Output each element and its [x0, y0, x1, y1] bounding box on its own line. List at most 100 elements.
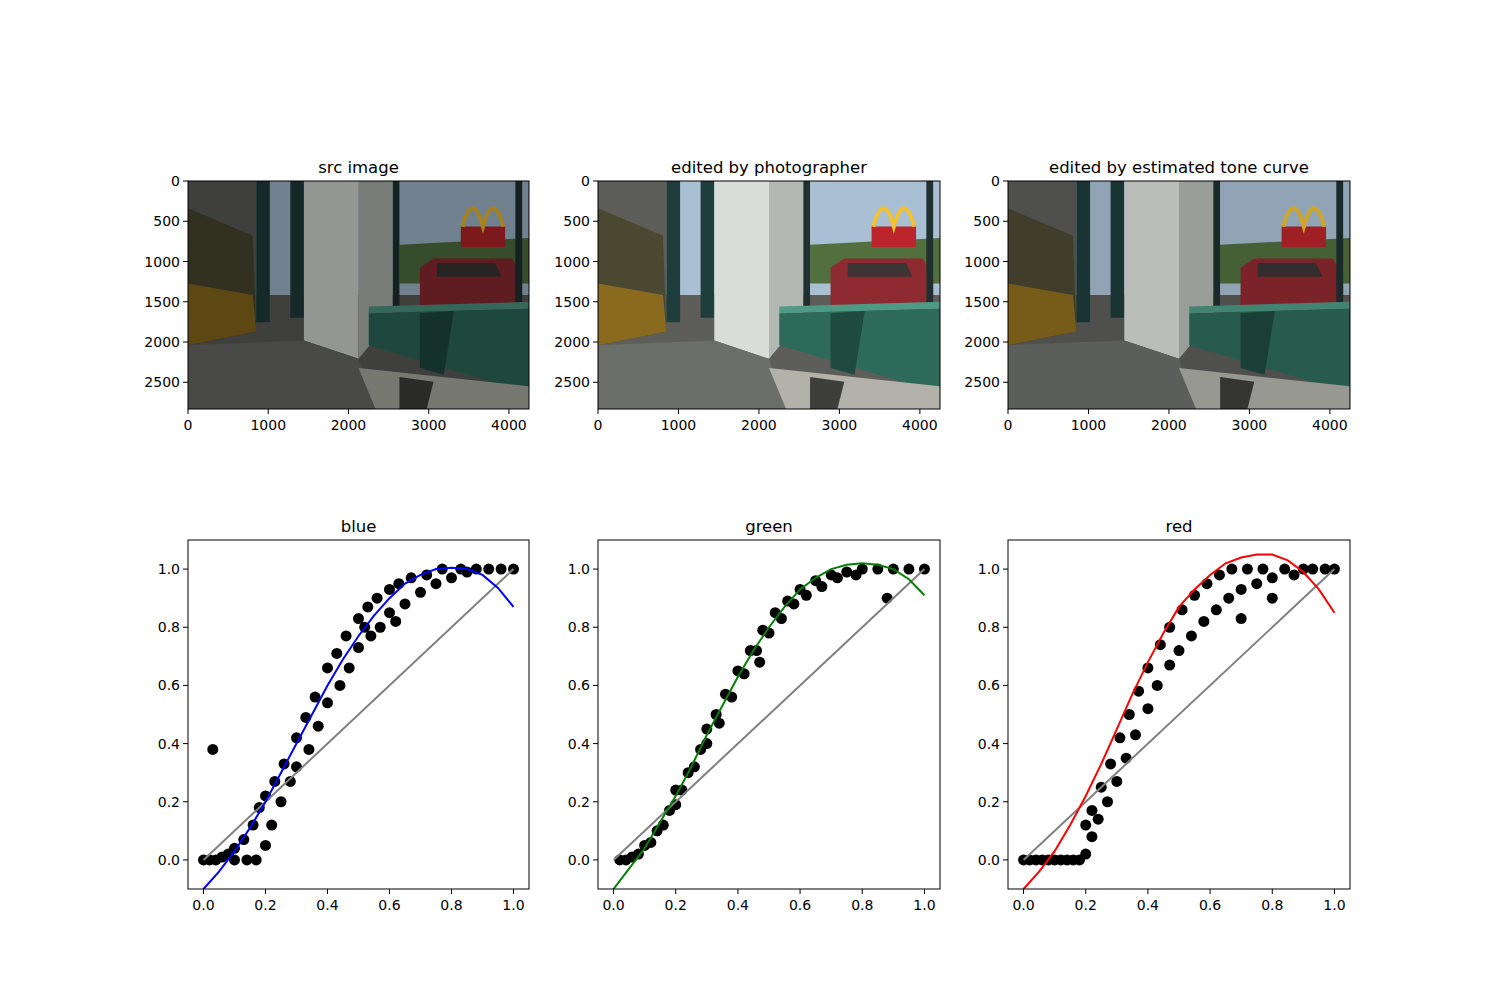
y-tick-label: 0 — [581, 173, 590, 189]
plot-area — [1008, 181, 1350, 409]
scatter-point — [1236, 613, 1247, 624]
photo-panel — [598, 208, 666, 345]
y-tick-label: 0.4 — [158, 736, 180, 752]
y-tick — [1003, 801, 1008, 802]
photo-frame — [666, 181, 680, 322]
photo-frame — [926, 181, 933, 306]
y-tick — [183, 685, 188, 686]
x-tick — [348, 409, 349, 414]
plot-area — [598, 181, 940, 409]
y-tick — [593, 627, 598, 628]
scatter-point — [832, 572, 843, 583]
x-tick — [598, 409, 599, 414]
y-tick — [593, 301, 598, 302]
scatter-point — [415, 587, 426, 598]
x-tick-label: 1000 — [250, 417, 286, 433]
scatter-point — [882, 593, 893, 604]
y-tick-label: 1.0 — [568, 561, 590, 577]
y-tick-label: 500 — [563, 213, 590, 229]
photo-exposure — [188, 181, 529, 409]
subplot-title: edited by estimated tone curve — [1049, 158, 1309, 177]
y-tick-label: 500 — [153, 213, 180, 229]
photo-shadow — [831, 311, 865, 375]
x-tick-label: 3000 — [822, 417, 858, 433]
y-tick — [183, 301, 188, 302]
axes-frame — [1008, 181, 1350, 409]
y-tick-label: 0 — [171, 173, 180, 189]
x-tick-label: 3000 — [411, 417, 447, 433]
y-tick — [593, 261, 598, 262]
scatter-point — [334, 680, 345, 691]
x-tick — [451, 889, 452, 894]
x-tick — [203, 889, 204, 894]
x-tick-label: 0.6 — [1199, 897, 1221, 913]
x-tick — [508, 409, 509, 414]
y-tick — [183, 181, 188, 182]
scatter-point — [816, 581, 827, 592]
y-tick-label: 0.6 — [978, 677, 1000, 693]
axes-frame — [598, 540, 940, 889]
y-tick-label: 0.2 — [158, 794, 180, 810]
y-tick — [593, 181, 598, 182]
y-tick-label: 0.0 — [978, 852, 1000, 868]
y-tick — [593, 801, 598, 802]
x-tick-label: 0.6 — [789, 897, 811, 913]
y-tick — [593, 221, 598, 222]
subplot-title: green — [745, 517, 793, 536]
scatter-point — [1226, 564, 1237, 575]
y-tick — [1003, 685, 1008, 686]
y-tick-label: 500 — [973, 213, 1000, 229]
scatter-point — [446, 572, 457, 583]
x-tick-label: 0.0 — [602, 897, 624, 913]
y-tick — [593, 342, 598, 343]
scatter-point — [1257, 564, 1268, 575]
figure: 0100020003000400005001000150020002500src… — [0, 0, 1500, 1000]
y-tick-label: 0.8 — [568, 619, 590, 635]
scatter-point — [1223, 593, 1234, 604]
y-tick — [593, 859, 598, 860]
subplot: 0.00.20.40.60.81.00.00.20.40.60.81.0red — [978, 517, 1350, 913]
x-tick — [675, 889, 676, 894]
y-tick-label: 1.0 — [158, 561, 180, 577]
scatter-point — [1102, 796, 1113, 807]
x-tick — [265, 889, 266, 894]
photo-pillar — [714, 181, 769, 359]
y-tick-label: 0.0 — [158, 852, 180, 868]
scatter-point — [344, 662, 355, 673]
scatter-point — [1267, 593, 1278, 604]
x-tick-label: 0 — [1004, 417, 1013, 433]
scatter-point — [754, 657, 765, 668]
photo-exposure — [1008, 181, 1350, 409]
y-tick-label: 0 — [991, 173, 1000, 189]
x-tick — [1085, 889, 1086, 894]
axes-frame — [598, 181, 940, 409]
subplot: 0100020003000400005001000150020002500src… — [144, 158, 529, 433]
scatter-point — [857, 564, 868, 575]
x-tick — [1329, 409, 1330, 414]
scatter-point — [341, 630, 352, 641]
scatter-point — [1093, 814, 1104, 825]
x-tick — [1249, 409, 1250, 414]
photo-panel-light — [598, 284, 666, 346]
line — [204, 569, 514, 860]
y-tick — [1003, 382, 1008, 383]
x-tick — [389, 889, 390, 894]
scatter-point — [801, 590, 812, 601]
y-tick-label: 2500 — [144, 374, 180, 390]
subplot: 0100020003000400005001000150020002500edi… — [964, 158, 1350, 433]
x-tick-label: 0.4 — [316, 897, 338, 913]
scatter-point — [1130, 729, 1141, 740]
x-tick-label: 0.4 — [727, 897, 749, 913]
y-tick — [593, 743, 598, 744]
y-tick — [1003, 342, 1008, 343]
x-tick-label: 1000 — [1071, 417, 1107, 433]
scatter-point — [1121, 753, 1132, 764]
scatter-point — [390, 616, 401, 627]
plot-area — [614, 563, 930, 889]
x-tick-label: 0 — [594, 417, 603, 433]
line — [204, 568, 514, 889]
scatter-point — [362, 601, 373, 612]
line — [614, 563, 925, 889]
scatter-point — [1164, 660, 1175, 671]
y-tick-label: 0.8 — [158, 619, 180, 635]
